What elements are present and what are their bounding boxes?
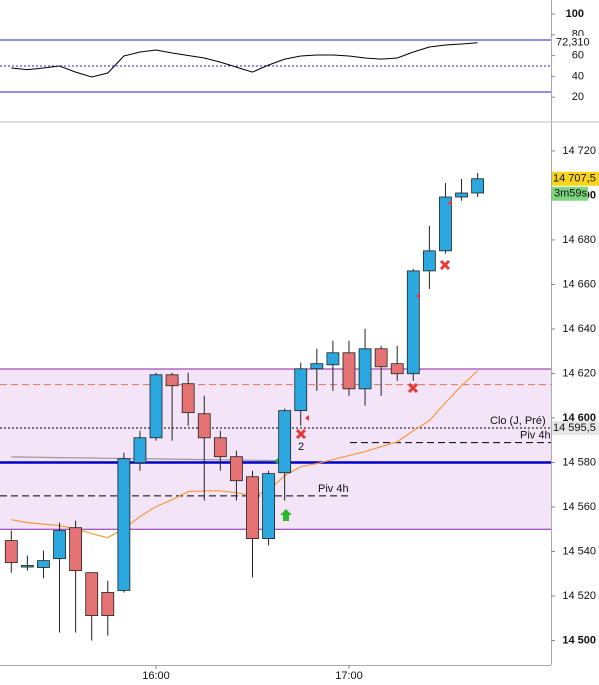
candle-body	[390, 363, 404, 375]
signal-label: 2	[298, 441, 304, 453]
candle-body	[4, 540, 18, 564]
rsi-value-tag	[552, 35, 598, 50]
y-tick-label: 60	[572, 50, 584, 62]
candle-body	[133, 437, 147, 464]
candle-body	[326, 352, 340, 366]
y-tick-label: 100	[566, 8, 584, 20]
candle-body	[213, 437, 227, 458]
zone	[0, 369, 551, 530]
candle-body	[358, 348, 372, 390]
level-label: Clo (J, Pré)	[490, 415, 546, 427]
timer-tag	[552, 186, 588, 201]
y-tick-label: 14 520	[562, 590, 596, 602]
candle-body	[406, 270, 420, 375]
y-tick-label: 14 500	[562, 634, 596, 646]
x-tick-label: 17:00	[335, 670, 363, 682]
y-tick-label: 14 720	[562, 145, 596, 157]
candle-body	[294, 368, 308, 412]
y-tick-label: 14 680	[562, 234, 596, 246]
y-tick-label: 14 600	[562, 412, 596, 424]
sell-signal	[439, 259, 451, 271]
candle-body	[246, 476, 259, 539]
level-label: Piv 4h	[318, 483, 349, 495]
candle-body	[310, 363, 324, 370]
candle-body	[455, 192, 468, 198]
y-tick-label: 20	[572, 91, 584, 103]
candle-body	[439, 196, 452, 252]
candle-body	[262, 473, 275, 539]
y-tick-label: 14 660	[562, 278, 596, 290]
candle-body	[101, 592, 115, 616]
y-tick-label: 14 540	[562, 545, 596, 557]
y-tick-label: 14 580	[562, 456, 596, 468]
y-tick-label: 40	[572, 70, 584, 82]
arrow-marker	[274, 458, 278, 464]
candle-body	[230, 456, 243, 482]
candle-body	[149, 374, 163, 439]
candle-body	[278, 410, 292, 474]
candle-body	[165, 374, 179, 387]
level-label: Piv 4h	[520, 430, 551, 442]
candle-body	[20, 565, 34, 568]
candle-body	[53, 530, 66, 560]
candle-body	[181, 383, 195, 414]
level-value-tag	[552, 420, 599, 435]
arrow-marker	[416, 293, 420, 299]
level-value-label: 14 595,5	[553, 422, 596, 434]
sell-signal	[295, 428, 307, 440]
timer-label: 3m59s	[554, 188, 588, 200]
candle-body	[117, 458, 131, 591]
sell-signal	[407, 382, 419, 394]
arrow-marker	[305, 415, 309, 421]
arrow-marker	[448, 200, 452, 206]
candle-body	[471, 178, 485, 194]
y-tick-label: 14 620	[562, 367, 596, 379]
candle-body	[422, 250, 436, 272]
candle-body	[37, 560, 50, 568]
candle-body	[374, 348, 388, 368]
candle-body	[342, 352, 356, 390]
x-tick-label: 16:00	[142, 670, 170, 682]
y-tick-label: 14 640	[562, 323, 596, 335]
rsi-value-label: 72,310	[556, 37, 590, 49]
last-price-tag	[552, 171, 599, 186]
candle-body	[69, 527, 83, 572]
rsi-line	[11, 42, 478, 78]
buy-signal	[280, 509, 292, 521]
y-tick-label: 14 560	[562, 501, 596, 513]
last-price-label: 14 707,5	[553, 173, 596, 185]
candle-body	[85, 572, 99, 616]
indicator-line	[11, 370, 479, 539]
candle-body	[197, 413, 211, 439]
